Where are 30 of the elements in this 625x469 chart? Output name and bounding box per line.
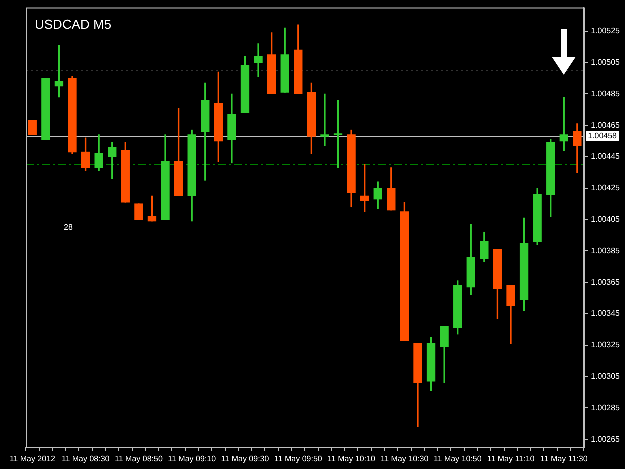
y-tick-label: 1.00505: [591, 58, 621, 67]
annotation: 28: [64, 222, 74, 232]
y-tick-label: 1.00285: [591, 403, 621, 412]
candlestick: [320, 94, 330, 146]
x-tick-label: 11 May 08:50: [115, 454, 164, 464]
x-tick-label: 11 May 10:10: [328, 454, 376, 464]
y-tick-label: 1.00325: [591, 340, 621, 350]
x-tick-label: 11 May 11:30: [540, 454, 588, 464]
y-tick-label: 1.00465: [591, 120, 621, 130]
y-tick-label: 1.00525: [591, 26, 621, 36]
y-tick-label: 1.00265: [591, 434, 621, 444]
x-tick-label: 11 May 11:10: [487, 454, 536, 464]
x-tick-label: 11 May 09:10: [168, 454, 217, 464]
y-tick-label: 1.00345: [591, 309, 621, 318]
x-tick-label: 11 May 10:30: [380, 454, 430, 464]
y-tick-label: 1.00425: [591, 184, 621, 193]
text: USDCAD M5: [35, 16, 112, 32]
y-tick-label: 1.00485: [591, 89, 621, 98]
ref-line-label: 1.00458: [588, 132, 618, 141]
y-tick-label: 1.00305: [591, 372, 621, 381]
x-tick-label: 11 May 09:50: [274, 454, 323, 464]
x-tick-label: 11 May 10:50: [434, 454, 482, 464]
y-tick-label: 1.00405: [591, 214, 621, 224]
candlestick: [254, 44, 263, 78]
x-tick-label: 11 May 2012: [10, 454, 56, 464]
y-tick-label: 1.00365: [591, 278, 621, 287]
x-tick-label: 11 May 09:30: [221, 454, 270, 464]
x-tick-label: 11 May 08:30: [62, 454, 110, 464]
y-tick-label: 1.00385: [591, 246, 621, 256]
y-tick-label: 1.00445: [591, 152, 621, 162]
